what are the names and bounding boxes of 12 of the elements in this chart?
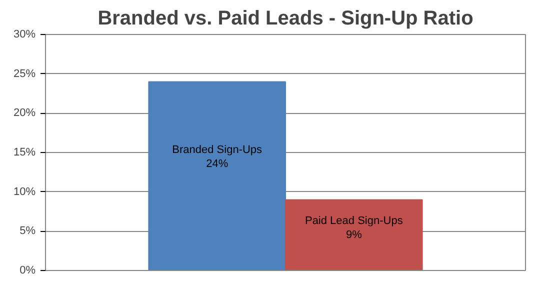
data-label: 9% xyxy=(346,229,362,242)
series-label: Branded Sign-Ups xyxy=(172,144,263,156)
data-label: 24% xyxy=(206,158,228,170)
chart-title: Branded vs. Paid Leads - Sign-Up Ratio xyxy=(98,8,474,30)
y-tick-label: 25% xyxy=(13,68,36,80)
y-tick-label: 20% xyxy=(13,107,36,120)
y-tick-label: 15% xyxy=(13,146,36,158)
y-tick-label: 10% xyxy=(13,186,36,198)
y-tick-label: 0% xyxy=(20,264,36,276)
y-tick-label: 5% xyxy=(20,225,36,238)
y-tick-label: 30% xyxy=(13,28,36,40)
series-label: Paid Lead Sign-Ups xyxy=(304,215,404,228)
